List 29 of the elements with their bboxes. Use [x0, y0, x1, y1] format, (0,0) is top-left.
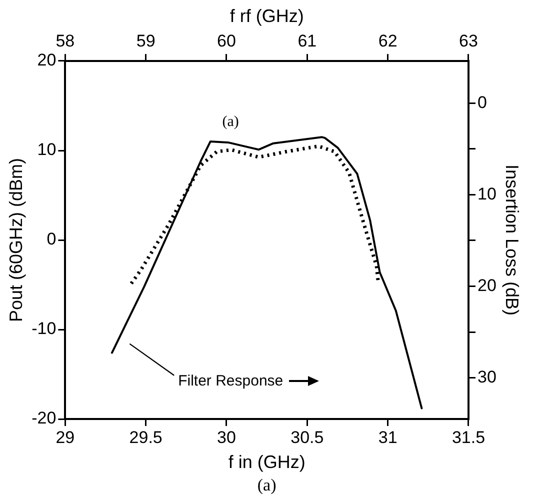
y2-tick-label: 0 [477, 92, 487, 112]
x2-axis-title: f rf (GHz) [230, 6, 304, 26]
x-tick-label: 31 [378, 428, 398, 447]
y-tick-label: 0 [46, 230, 56, 249]
x-tick-label: 30 [217, 428, 236, 447]
y2-tick-label: 10 [477, 184, 496, 204]
text: (a) [257, 475, 276, 494]
y2-tick-label: 20 [477, 276, 496, 295]
x2-tick-label: 61 [298, 31, 317, 50]
x-tick-label: 29 [56, 428, 75, 447]
x-axis-title: f in (GHz) [228, 452, 306, 472]
y-tick-label: -20 [32, 408, 56, 428]
y-tick-label: 10 [37, 140, 56, 160]
x2-tick-label: 62 [378, 31, 398, 50]
x2-tick-label: 59 [136, 31, 156, 50]
y2-tick-label: 30 [477, 367, 496, 386]
x2-tick-label: 58 [56, 31, 75, 50]
y-tick-label: 20 [37, 50, 56, 70]
line-series [130, 144, 380, 286]
y2-axis-title: Insertion Loss (dB) [502, 164, 522, 316]
annotation: (a) [222, 114, 239, 130]
x-tick-label: 29.5 [129, 428, 162, 447]
y-tick-label: -10 [32, 319, 56, 338]
x-tick-label: 31.5 [452, 428, 486, 447]
x2-tick-label: 63 [459, 31, 478, 50]
x-tick-label: 30.5 [290, 428, 324, 447]
x2-tick-label: 60 [217, 31, 236, 50]
y-axis-title: Pout (60GHz) (dBm) [6, 158, 26, 322]
annotation: Filter Response [178, 372, 284, 390]
